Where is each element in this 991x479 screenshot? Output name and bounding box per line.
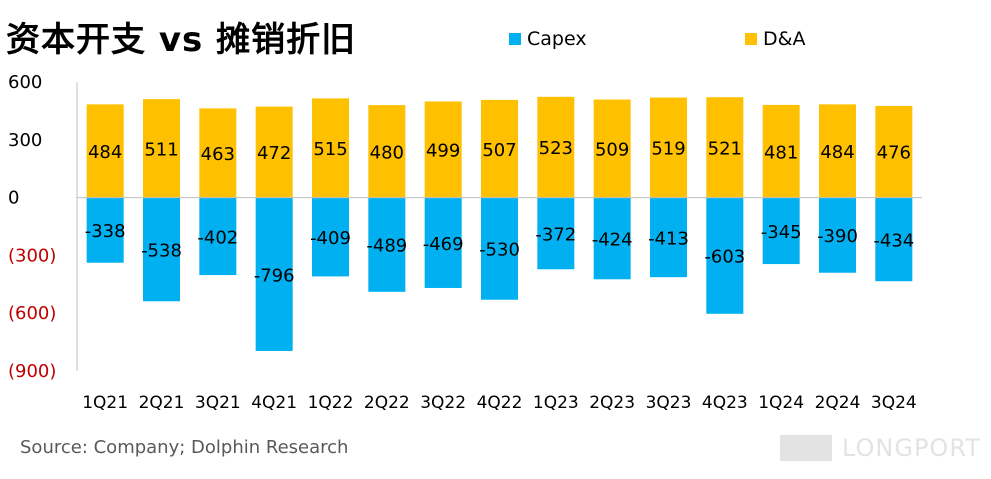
watermark-icon (780, 435, 832, 461)
data-label-capex: -409 (310, 228, 351, 249)
bar-capex (255, 197, 293, 351)
data-label-capex: -530 (479, 240, 520, 261)
bar-da (819, 104, 856, 198)
bar-chart: 600 300 0 (300) (600) (900) 484 -338 1Q21 511 -538… (8, 72, 922, 413)
legend-item-da: D&A (745, 28, 805, 50)
bar-da (650, 97, 687, 198)
data-label-da: 484 (820, 142, 854, 163)
bar-capex (593, 197, 631, 280)
bar-da (199, 108, 237, 198)
x-tick-label: 3Q23 (646, 393, 692, 413)
x-tick-label: 1Q22 (308, 393, 354, 413)
bar-capex (706, 197, 744, 314)
data-label-da: 480 (370, 142, 404, 163)
data-label-da: 484 (88, 142, 122, 163)
watermark-logo: LONGPORT (780, 434, 981, 462)
legend-label-da: D&A (763, 28, 806, 50)
bar-da (593, 99, 631, 198)
x-tick-label: 4Q22 (477, 393, 523, 413)
x-tick-label: 1Q24 (758, 393, 804, 413)
bar-capex (86, 197, 124, 263)
bar-da (706, 97, 744, 198)
data-label-da: 523 (539, 138, 573, 159)
y-tick-label: 0 (8, 188, 19, 209)
bar-capex (762, 197, 800, 265)
data-label-da: 519 (651, 139, 685, 160)
data-label-capex: -538 (141, 240, 182, 261)
x-tick-label: 3Q21 (195, 393, 241, 413)
bar-da (424, 101, 462, 198)
data-label-capex: -469 (423, 234, 464, 255)
data-label-da: 476 (877, 143, 911, 164)
data-label-capex: -434 (873, 230, 914, 251)
y-tick-label: (600) (8, 303, 56, 324)
bar-capex (481, 197, 518, 300)
bar-da (875, 105, 913, 198)
data-label-capex: -338 (85, 221, 126, 242)
x-tick-label: 2Q23 (589, 393, 635, 413)
y-tick-label: 300 (8, 130, 42, 151)
x-tick-label: 1Q21 (82, 393, 128, 413)
y-tick-label: (300) (8, 245, 56, 266)
y-tick-label: (900) (8, 361, 56, 382)
bar-capex (199, 197, 237, 276)
x-tick-label: 3Q22 (420, 393, 466, 413)
bar-da (762, 104, 800, 198)
data-label-da: 511 (144, 139, 178, 160)
legend-item-capex: Capex (509, 28, 587, 50)
bar-capex (368, 197, 406, 292)
bar-da (481, 99, 518, 198)
bar-capex (875, 197, 913, 282)
data-label-capex: -402 (197, 227, 238, 248)
x-tick-label: 3Q24 (871, 393, 917, 413)
x-tick-label: 2Q22 (364, 393, 410, 413)
bar-da (537, 96, 575, 198)
x-tick-label: 2Q24 (815, 393, 861, 413)
bar-capex (819, 197, 856, 273)
bar-da (368, 105, 406, 198)
data-label-capex: -390 (817, 226, 858, 247)
bar-da (312, 98, 349, 198)
legend-swatch-da (745, 33, 757, 45)
legend-label-capex: Capex (527, 28, 587, 50)
legend-swatch-capex (509, 33, 521, 45)
data-label-capex: -345 (761, 222, 802, 243)
data-label-da: 509 (595, 140, 629, 161)
data-label-capex: -489 (366, 236, 407, 257)
bar-capex (537, 197, 575, 270)
data-label-capex: -372 (535, 224, 576, 245)
bar-da (255, 106, 293, 198)
bar-da (86, 104, 124, 198)
x-tick-label: 1Q23 (533, 393, 579, 413)
data-label-capex: -424 (592, 229, 633, 250)
data-label-da: 521 (708, 138, 742, 159)
bar-capex (650, 197, 687, 278)
x-tick-label: 4Q23 (702, 393, 748, 413)
data-label-capex: -413 (648, 228, 689, 249)
x-tick-label: 2Q21 (139, 393, 185, 413)
data-label-da: 481 (764, 142, 798, 163)
page-title: 资本开支 vs 摊销折旧 (6, 20, 357, 60)
data-label-da: 507 (482, 140, 516, 161)
watermark-text: LONGPORT (842, 434, 981, 462)
data-label-capex: -796 (254, 265, 295, 286)
bar-da (143, 99, 180, 198)
source-note: Source: Company; Dolphin Research (20, 437, 349, 458)
data-label-da: 499 (426, 141, 460, 162)
bar-capex (312, 197, 349, 277)
x-tick-label: 4Q21 (251, 393, 297, 413)
data-label-da: 515 (313, 139, 347, 160)
data-label-da: 463 (201, 144, 235, 165)
bar-capex (424, 197, 462, 288)
data-label-da: 472 (257, 143, 291, 164)
bar-capex (143, 197, 180, 302)
data-label-capex: -603 (704, 247, 745, 268)
y-tick-label: 600 (8, 72, 42, 93)
